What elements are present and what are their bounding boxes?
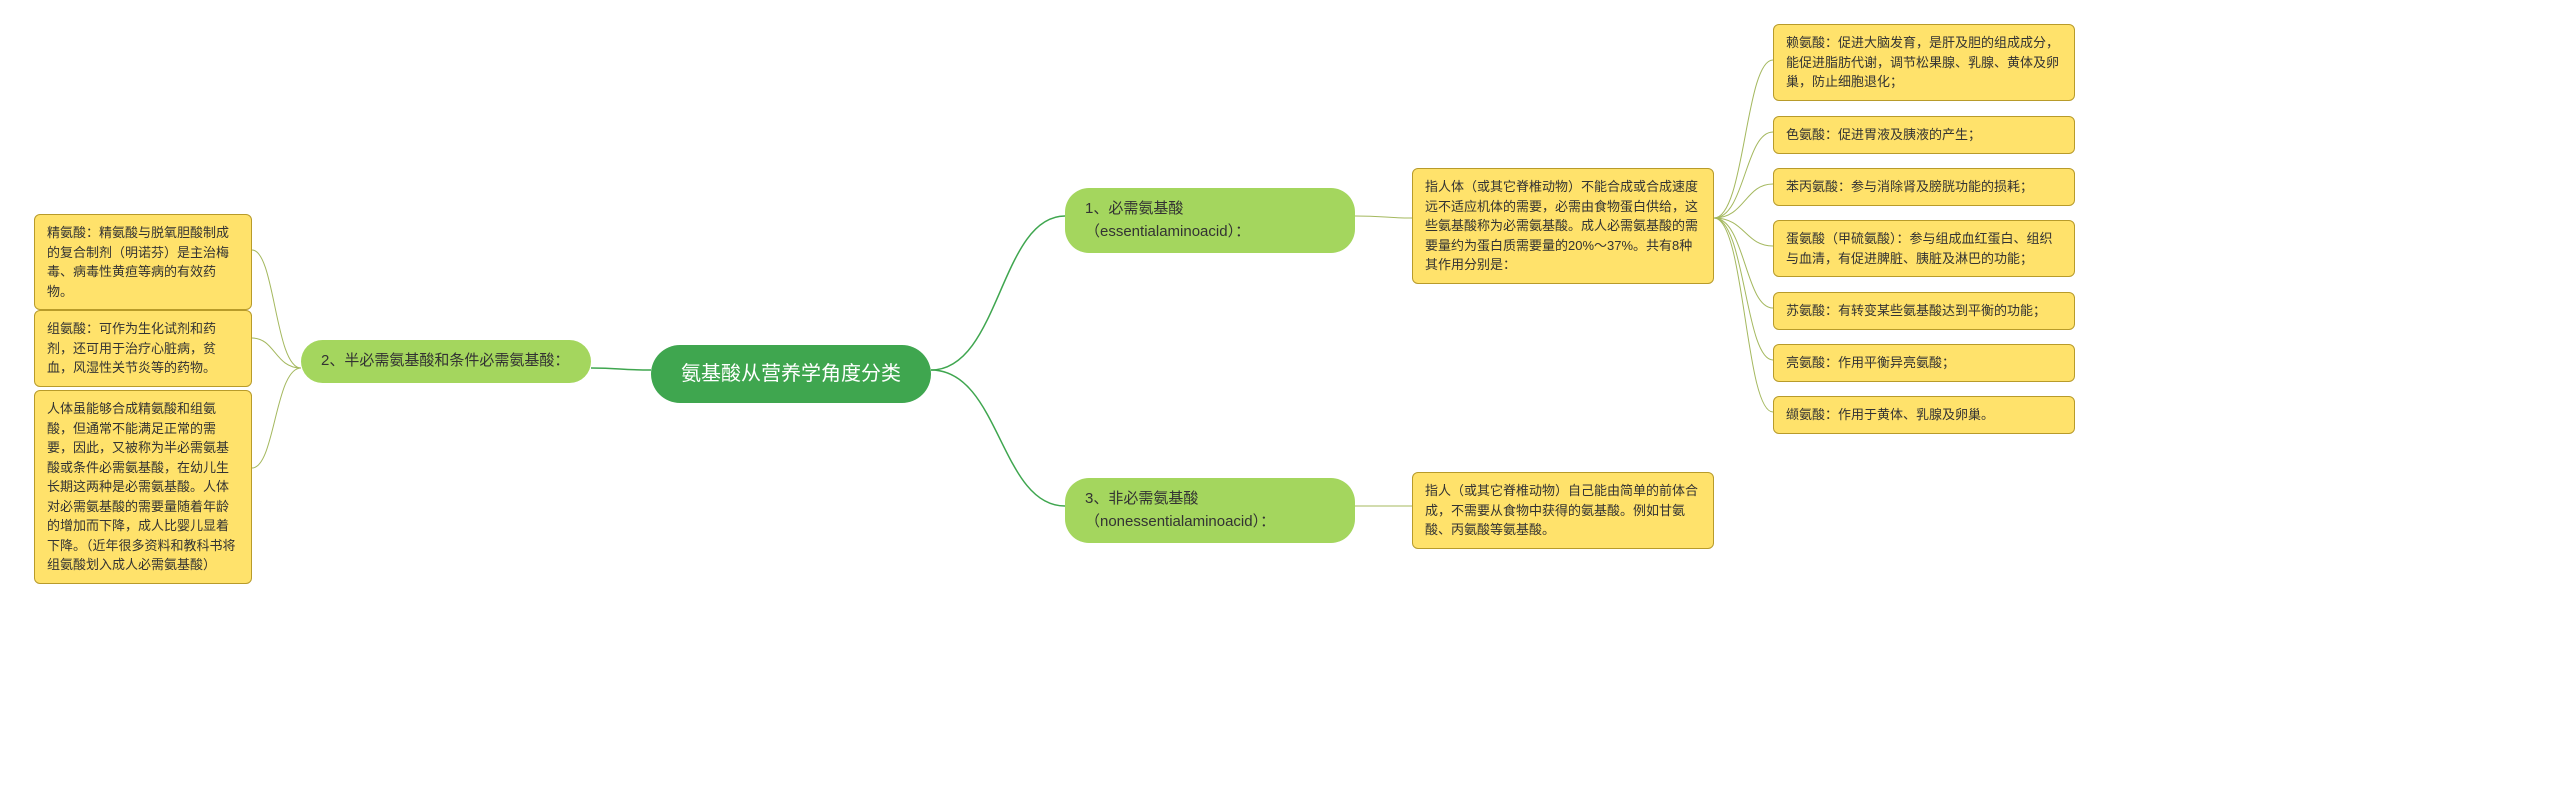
leaf-leucine[interactable]: 亮氨酸：作用平衡异亮氨酸； [1773,344,2075,382]
branch-nonessential[interactable]: 3、非必需氨基酸（nonessentialaminoacid）： [1065,478,1355,543]
leaf-threonine[interactable]: 苏氨酸：有转变某些氨基酸达到平衡的功能； [1773,292,2075,330]
leaf-semi-essential-desc[interactable]: 人体虽能够合成精氨酸和组氨酸，但通常不能满足正常的需要，因此，又被称为半必需氨基… [34,390,252,584]
leaf-phenylalanine[interactable]: 苯丙氨酸：参与消除肾及膀胱功能的损耗； [1773,168,2075,206]
branch-semi-essential[interactable]: 2、半必需氨基酸和条件必需氨基酸： [301,340,591,383]
leaf-methionine[interactable]: 蛋氨酸（甲硫氨酸）：参与组成血红蛋白、组织与血清，有促进脾脏、胰脏及淋巴的功能； [1773,220,2075,277]
leaf-arginine[interactable]: 精氨酸：精氨酸与脱氧胆酸制成的复合制剂（明诺芬）是主治梅毒、病毒性黄疸等病的有效… [34,214,252,310]
leaf-histidine[interactable]: 组氨酸：可作为生化试剂和药剂，还可用于治疗心脏病，贫血，风湿性关节炎等的药物。 [34,310,252,387]
leaf-lysine[interactable]: 赖氨酸：促进大脑发育，是肝及胆的组成成分，能促进脂肪代谢，调节松果腺、乳腺、黄体… [1773,24,2075,101]
branch-essential[interactable]: 1、必需氨基酸（essentialaminoacid）： [1065,188,1355,253]
leaf-tryptophan[interactable]: 色氨酸：促进胃液及胰液的产生； [1773,116,2075,154]
connector-layer [0,0,2560,809]
leaf-valine[interactable]: 缬氨酸：作用于黄体、乳腺及卵巢。 [1773,396,2075,434]
root-node[interactable]: 氨基酸从营养学角度分类 [651,345,931,403]
leaf-essential-desc[interactable]: 指人体（或其它脊椎动物）不能合成或合成速度远不适应机体的需要，必需由食物蛋白供给… [1412,168,1714,284]
leaf-nonessential-desc[interactable]: 指人（或其它脊椎动物）自己能由简单的前体合成，不需要从食物中获得的氨基酸。例如甘… [1412,472,1714,549]
